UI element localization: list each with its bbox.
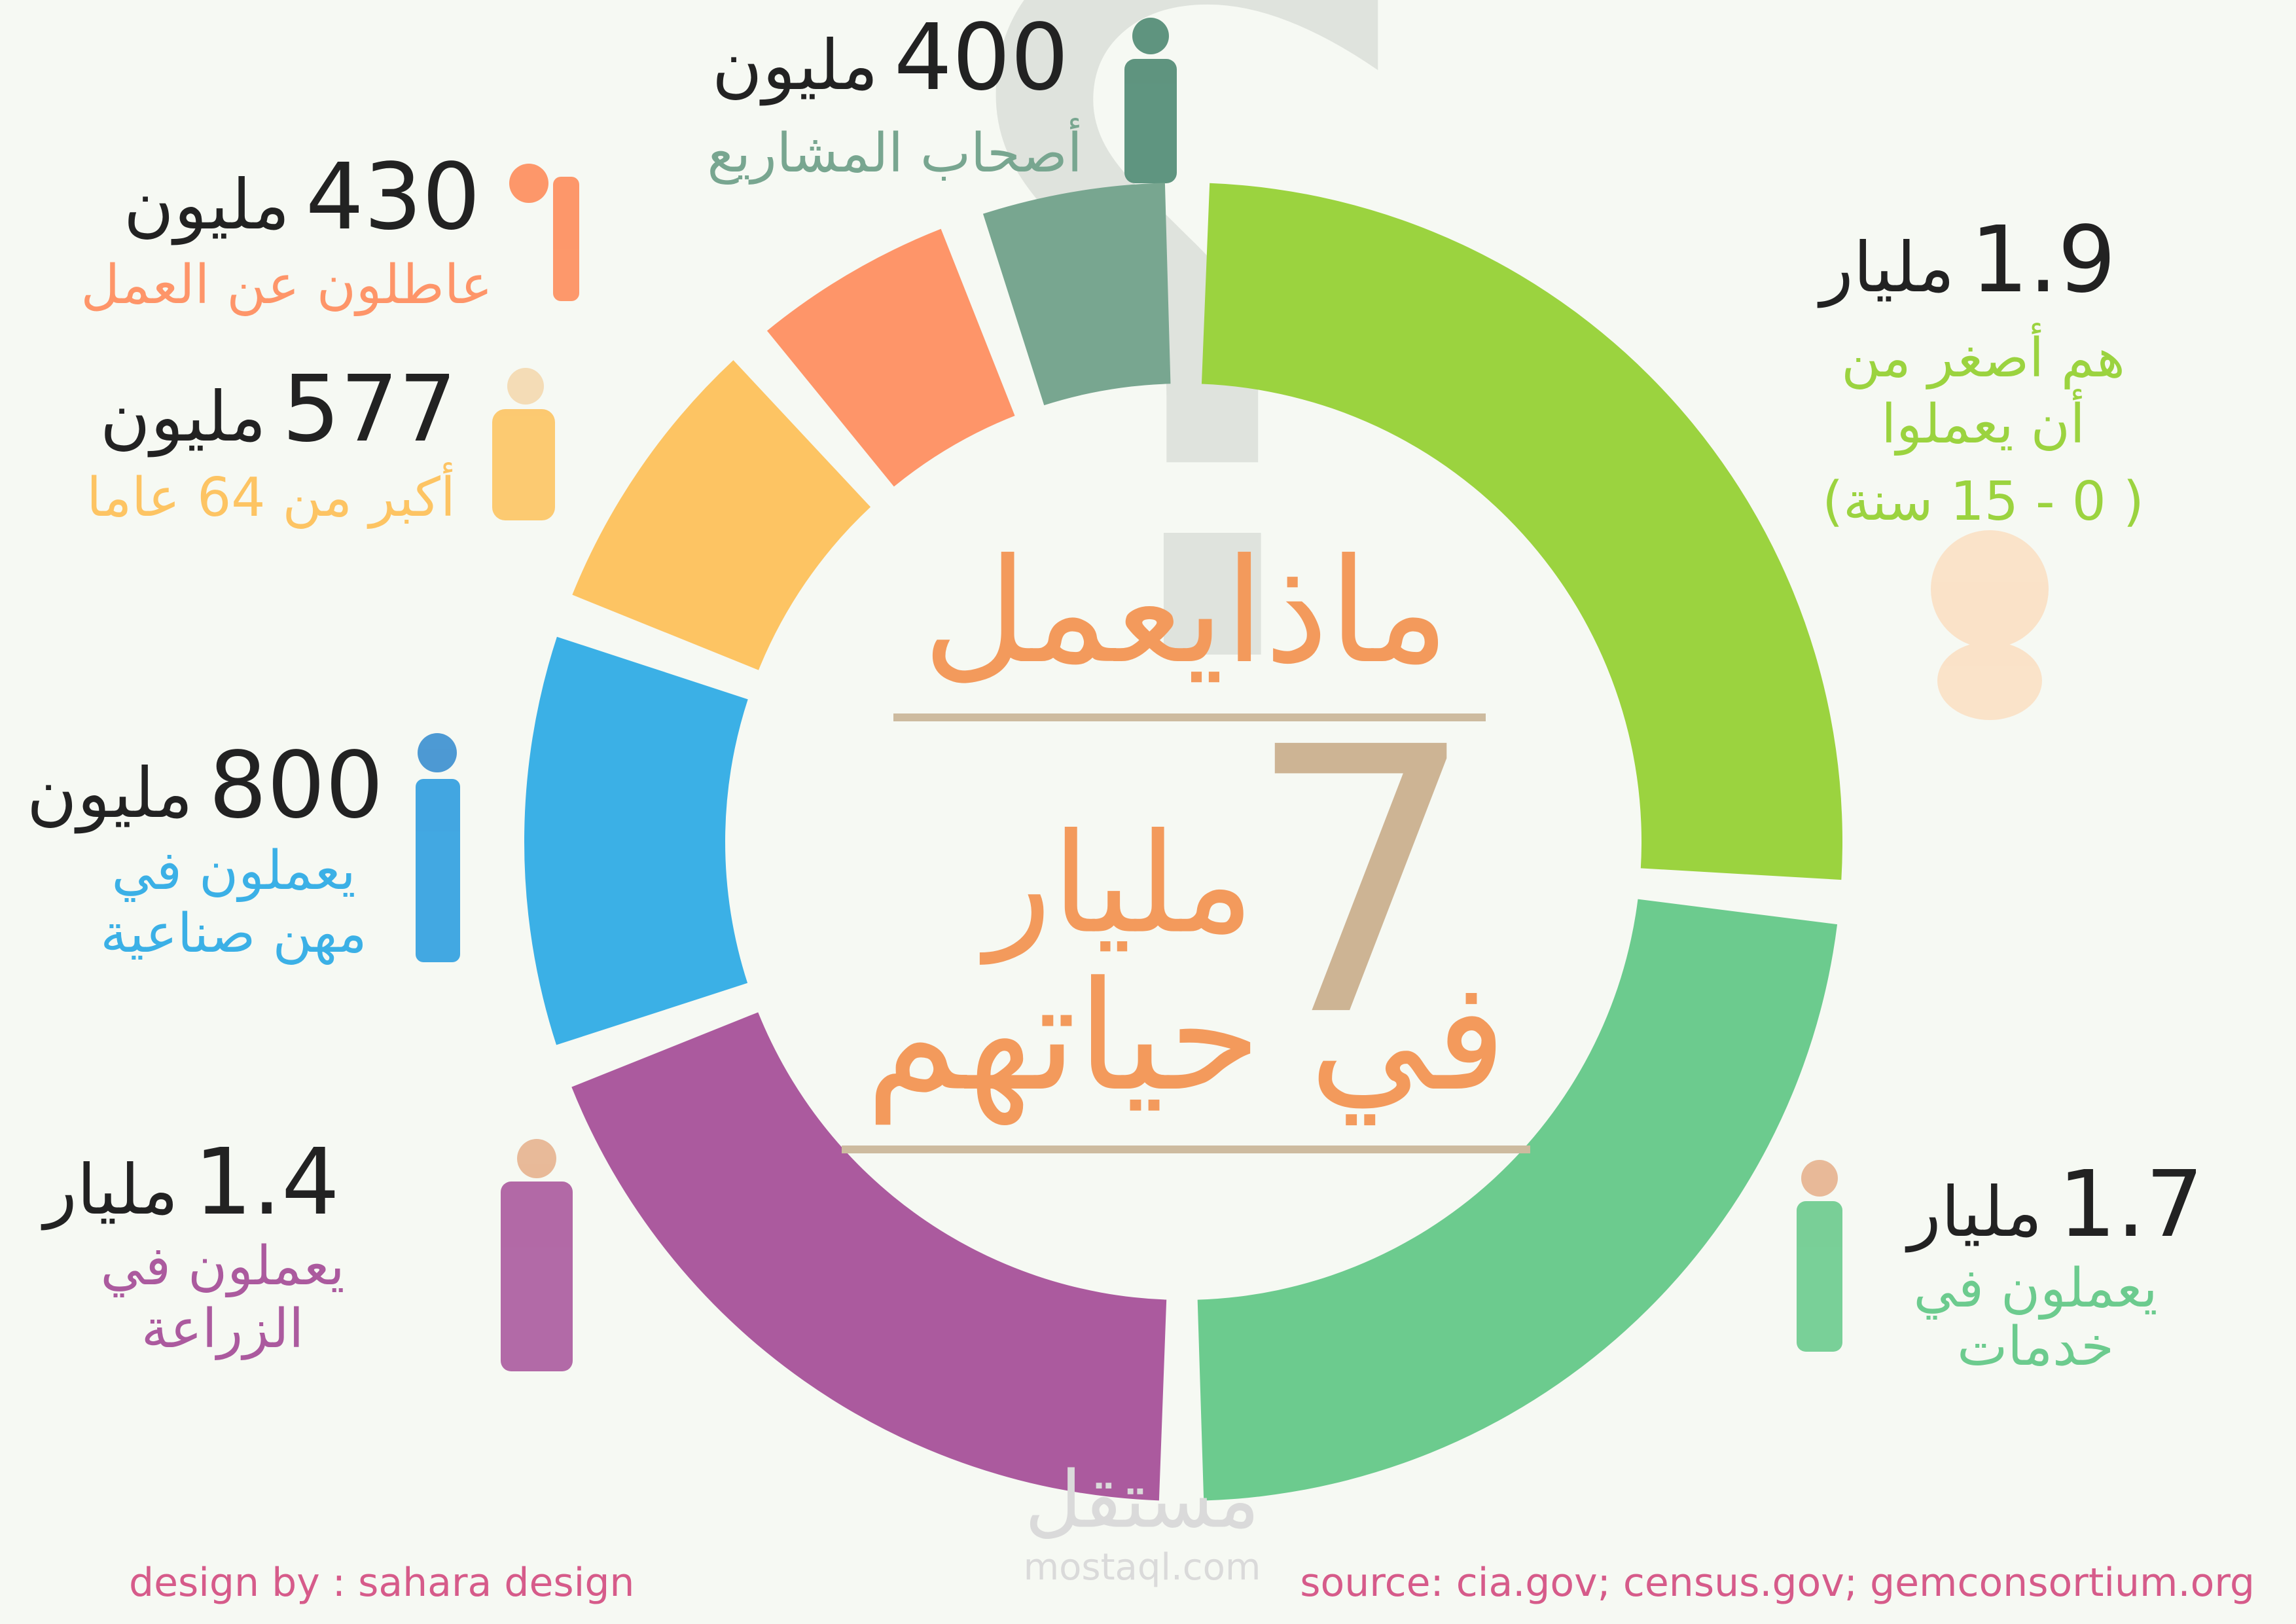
donut-segment xyxy=(572,360,871,670)
value-unit: مليون xyxy=(123,165,290,245)
center-subtitle: في حياتهم xyxy=(865,950,1507,1125)
value-label: 577مليون xyxy=(100,364,457,456)
segment-description: عاطلون عن العمل xyxy=(81,254,493,316)
donut-segment xyxy=(1201,183,1842,880)
segment-description: أن يعملوا xyxy=(1881,393,2085,456)
value-label: 430مليون xyxy=(124,152,480,244)
donut-segment xyxy=(766,228,1015,487)
segment-description: هم أصغر من xyxy=(1841,327,2125,389)
donut-segment xyxy=(982,183,1171,406)
donut-segment xyxy=(1197,899,1838,1501)
source: source: cia.gov; census.gov; gemconsorti… xyxy=(1300,1560,2255,1606)
value-label: 1.4مليار xyxy=(44,1137,340,1229)
value-unit: مليون xyxy=(26,753,193,833)
segment-description: الزراعة xyxy=(141,1298,304,1360)
center-unit: مليار xyxy=(980,804,1255,965)
center-title: ماذايعمل xyxy=(922,528,1449,695)
value-unit: مليار xyxy=(1907,1172,2043,1252)
value-label: 1.9مليار xyxy=(1820,215,2116,306)
watermark: مستقل xyxy=(1024,1455,1259,1546)
value-unit: مليون xyxy=(99,377,266,457)
value-number: 1.9 xyxy=(1970,207,2116,314)
value-unit: مليون xyxy=(711,26,878,105)
donut-segment xyxy=(524,636,748,1045)
value-label: 1.7مليار xyxy=(1908,1159,2204,1251)
center-number: 7 xyxy=(1245,670,1478,1097)
value-number: 1.7 xyxy=(2058,1151,2204,1258)
donut xyxy=(524,183,1842,1501)
value-number: 1.4 xyxy=(194,1129,340,1236)
value-label: 800مليون xyxy=(27,740,384,832)
segment-description: ( 0 - 15 سنة) xyxy=(1822,471,2144,533)
segment-description: خدمات xyxy=(1957,1316,2114,1378)
segment-description: يعملون في xyxy=(111,840,356,902)
question-mark: ؟ xyxy=(925,0,1446,886)
credit: design by : sahara design xyxy=(129,1560,635,1606)
value-number: 800 xyxy=(208,732,384,839)
value-number: 577 xyxy=(281,356,457,463)
value-unit: مليار xyxy=(1820,228,1955,308)
donut-segment xyxy=(571,1012,1167,1501)
segment-description: يعملون في xyxy=(1913,1257,2158,1320)
watermark: mostaql.com xyxy=(1024,1546,1261,1589)
segment-description: أكبر من 64 عاما xyxy=(86,467,456,529)
value-unit: مليار xyxy=(43,1150,179,1230)
value-number: 430 xyxy=(305,144,480,251)
value-label: 400مليون xyxy=(712,12,1069,104)
icons xyxy=(416,18,2049,1371)
segment-description: يعملون في xyxy=(100,1235,345,1297)
segment-description: أصحاب المشاريع xyxy=(707,122,1083,185)
value-number: 400 xyxy=(893,5,1069,111)
segment-description: مهن صناعية xyxy=(100,903,367,965)
